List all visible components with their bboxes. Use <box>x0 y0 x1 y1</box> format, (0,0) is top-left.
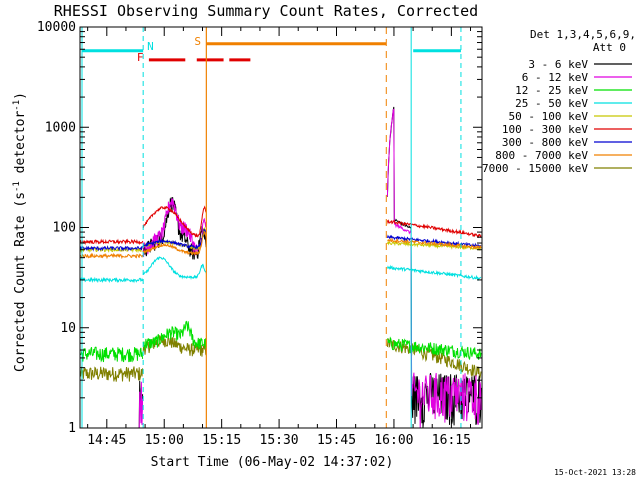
y-axis-label-mid: detector <box>13 111 28 182</box>
series-line <box>79 231 482 260</box>
legend-entry-label: 50 - 100 keV <box>509 110 589 123</box>
legend-entry-label: 12 - 25 keV <box>515 84 588 97</box>
legend-entry-label: 6 - 12 keV <box>522 71 589 84</box>
x-tick-label: 15:15 <box>202 433 241 448</box>
x-tick-label: 16:15 <box>432 433 471 448</box>
y-tick-label: 1000 <box>45 120 76 135</box>
y-tick-label: 10 <box>60 321 76 336</box>
legend-entry-label: 25 - 50 keV <box>515 97 588 110</box>
y-axis-label-main: Corrected Count Rate (s <box>13 192 28 372</box>
y-axis-label-end: ) <box>13 92 28 100</box>
x-tick-label: 15:00 <box>145 433 184 448</box>
annotation-label: S <box>194 35 201 48</box>
series-line <box>79 256 482 284</box>
axes: 1 10 100 1000 10000 14:45 15:00 15:15 15:30 15:45… <box>37 20 482 448</box>
y-axis-label-sup2: -1 <box>12 100 22 111</box>
y-tick-label: 100 <box>53 221 76 236</box>
x-tick-label: 15:45 <box>317 433 356 448</box>
x-tick-label: 15:30 <box>260 433 299 448</box>
y-axis-label-sup: -1 <box>12 181 22 192</box>
y-tick-label: 10000 <box>37 20 76 35</box>
legend-title-line-2: Att 0 <box>593 41 626 54</box>
chart-title: RHESSI Observing Summary Count Rates, Co… <box>54 2 478 20</box>
y-tick-label: 1 <box>68 421 76 436</box>
legend-entry-label: 3 - 6 keV <box>528 58 588 71</box>
x-axis-label: Start Time (06-May-02 14:37:02) <box>151 455 394 470</box>
legend-entry-label: 300 - 800 keV <box>502 136 588 149</box>
annotation-label: F <box>137 51 144 64</box>
series-line <box>79 205 482 246</box>
annotation-label: N <box>147 40 154 53</box>
legend-title-line-1: Det 1,3,4,5,6,9, <box>530 28 636 41</box>
legend-entry-label: 800 - 7000 keV <box>495 149 588 162</box>
legend-entry-label: 7000 - 15000 keV <box>482 162 588 175</box>
timestamp: 15-Oct-2021 13:28 <box>554 468 636 477</box>
x-tick-label: 16:00 <box>374 433 413 448</box>
y-axis-label: Corrected Count Rate (s-1 detector-1) <box>12 92 28 372</box>
series-line <box>79 320 482 363</box>
x-tick-label: 14:45 <box>87 433 126 448</box>
legend-entry-label: 100 - 300 keV <box>502 123 588 136</box>
